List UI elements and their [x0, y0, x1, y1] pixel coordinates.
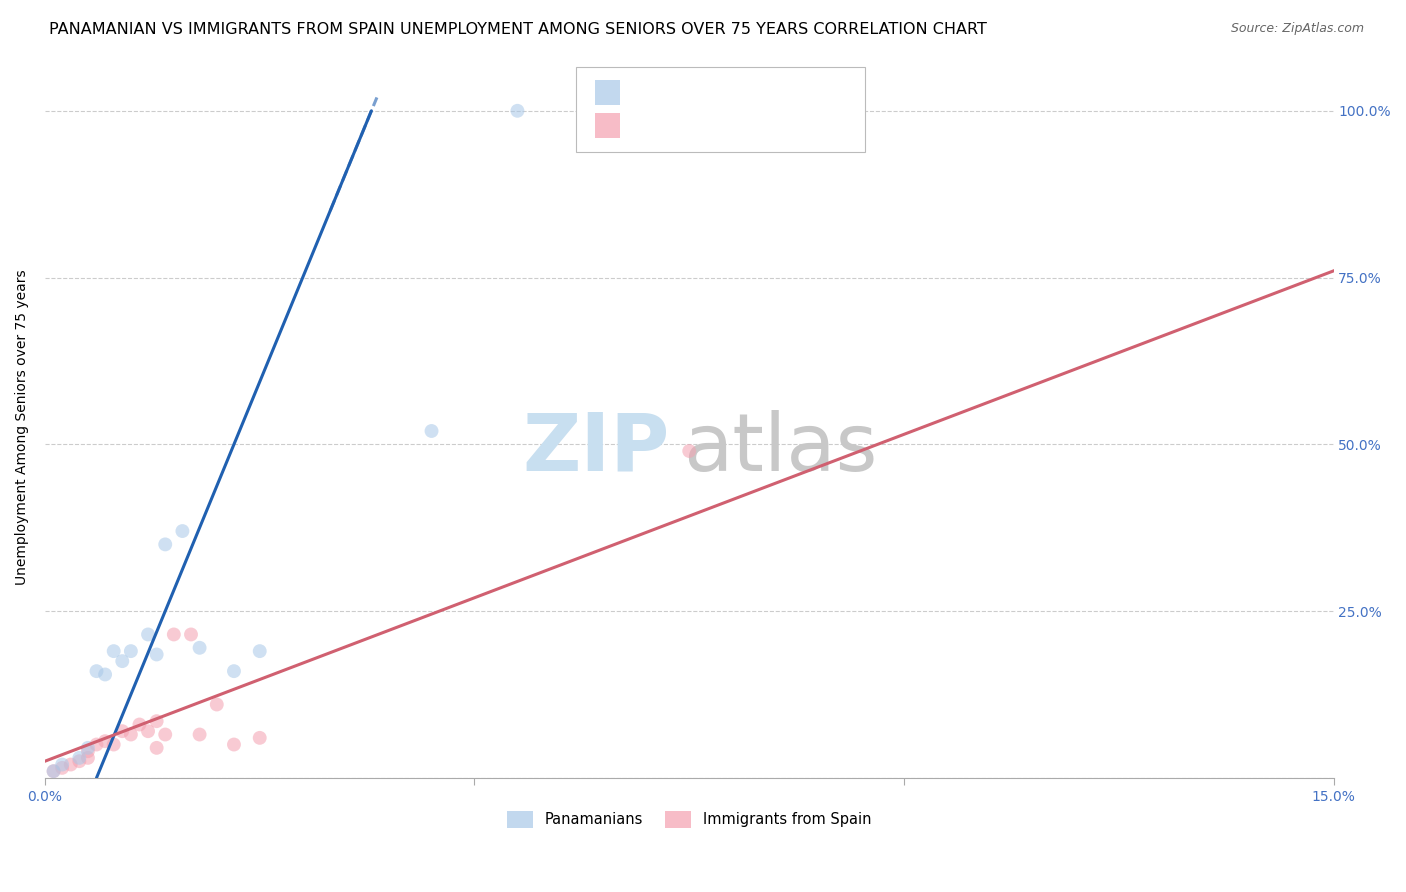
Point: [205, 698, 228, 712]
Point: [163, 627, 186, 641]
Point: [67, 751, 90, 765]
Point: [77, 744, 100, 758]
Text: Source: ZipAtlas.com: Source: ZipAtlas.com: [1230, 22, 1364, 36]
Legend: Panamanians, Immigrants from Spain: Panamanians, Immigrants from Spain: [501, 805, 877, 834]
Text: ZIP: ZIP: [523, 409, 669, 488]
Text: 23: 23: [770, 119, 792, 134]
Point: [51, 761, 73, 775]
Point: [188, 727, 211, 741]
Text: N =: N =: [727, 119, 770, 134]
Point: [180, 627, 202, 641]
Point: [120, 644, 142, 658]
Point: [103, 644, 125, 658]
Point: [94, 667, 117, 681]
Point: [77, 751, 100, 765]
Text: atlas: atlas: [683, 409, 877, 488]
Point: [103, 738, 125, 752]
Point: [249, 644, 271, 658]
Point: [145, 648, 167, 662]
Point: [155, 537, 177, 551]
Text: R =: R =: [631, 85, 665, 100]
Point: [145, 714, 167, 728]
Point: [67, 754, 90, 768]
Point: [222, 738, 245, 752]
Point: [42, 764, 65, 779]
Point: [145, 740, 167, 755]
Point: [188, 640, 211, 655]
Point: [42, 764, 65, 779]
Point: [59, 757, 82, 772]
Point: [111, 724, 134, 739]
Point: [86, 738, 108, 752]
Point: [111, 654, 134, 668]
Text: N =: N =: [727, 85, 770, 100]
Y-axis label: Unemployment Among Seniors over 75 years: Unemployment Among Seniors over 75 years: [15, 270, 30, 585]
Point: [249, 731, 271, 745]
Text: R =: R =: [631, 119, 665, 134]
Point: [77, 740, 100, 755]
Point: [136, 724, 159, 739]
Point: [120, 727, 142, 741]
Point: [420, 424, 443, 438]
Point: [678, 444, 700, 458]
Point: [86, 664, 108, 678]
Text: PANAMANIAN VS IMMIGRANTS FROM SPAIN UNEMPLOYMENT AMONG SENIORS OVER 75 YEARS COR: PANAMANIAN VS IMMIGRANTS FROM SPAIN UNEM…: [49, 22, 987, 37]
Point: [94, 734, 117, 748]
Text: 0.664: 0.664: [671, 119, 718, 134]
Point: [222, 664, 245, 678]
Point: [506, 103, 529, 118]
Point: [155, 727, 177, 741]
Point: [136, 627, 159, 641]
Text: 18: 18: [770, 85, 792, 100]
Point: [172, 524, 194, 538]
Point: [128, 717, 150, 731]
Point: [51, 757, 73, 772]
Text: 0.717: 0.717: [671, 85, 718, 100]
